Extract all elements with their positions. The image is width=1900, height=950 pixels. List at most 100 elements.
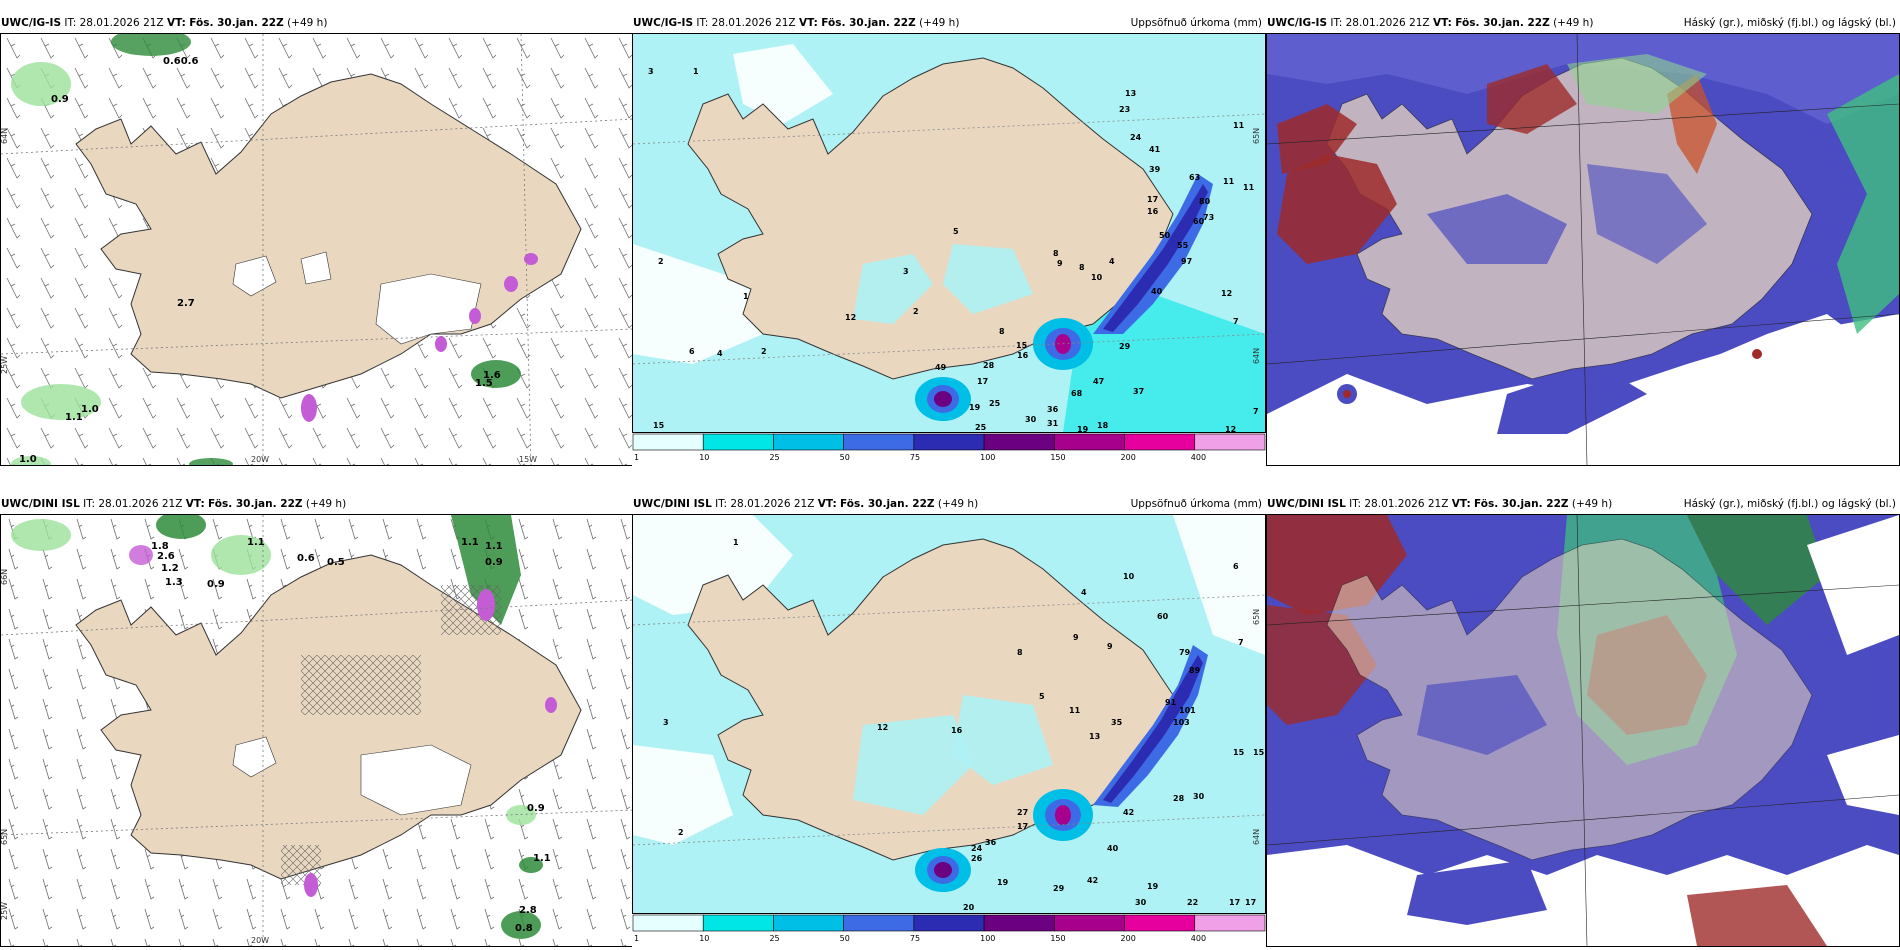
precip-value: 37	[1133, 387, 1144, 396]
wind-value: 1.6	[483, 370, 501, 381]
precip-value: 7	[1253, 407, 1259, 416]
map-dini-wind[interactable]: 20W 25W 65N 66N 0.6 0.5 0.9 1.1 1.8 2.6 …	[0, 514, 634, 947]
grid-label: 20W	[251, 936, 269, 945]
precip-value: 11	[1233, 121, 1245, 130]
precip-value: 25	[989, 399, 1001, 408]
vt-value: Fös. 30.jan. 22Z	[840, 498, 935, 510]
precip-value: 25	[975, 423, 987, 432]
colorbar-label: 50	[840, 453, 850, 462]
precip-value: 12	[1225, 425, 1236, 432]
precip-value: 7	[1233, 317, 1239, 326]
precip-value: 89	[1189, 666, 1201, 675]
colorbar-swatch	[702, 433, 774, 451]
precip-value: 11	[1069, 706, 1081, 715]
vt-value: Fös. 30.jan. 22Z	[1474, 498, 1569, 510]
panel-header: UWC/DINI ISL IT: 28.01.2026 21Z VT: Fös.…	[633, 496, 1262, 512]
wind-value: 1.2	[161, 563, 179, 574]
it-label: IT:	[1330, 17, 1343, 29]
panel-dini-wind: UWC/DINI ISL IT: 28.01.2026 21Z VT: Fös.…	[0, 495, 634, 947]
precip-value: 8	[1053, 249, 1059, 258]
precip-value: 8	[1079, 263, 1085, 272]
precip-value: 28	[1173, 794, 1185, 803]
it-value: 28.01.2026 21Z	[98, 498, 183, 510]
it-value: 28.01.2026 21Z	[79, 17, 164, 29]
wind-value: 1.1	[533, 853, 551, 864]
precip-value: 15	[1253, 748, 1265, 757]
panel-header: UWC/DINI ISL IT: 28.01.2026 21Z VT: Fös.…	[1, 496, 630, 512]
map-dini-cloud[interactable]	[1266, 514, 1900, 947]
glacier	[232, 255, 277, 297]
precip-blob	[435, 336, 447, 352]
precip-value: 40	[1151, 287, 1163, 296]
colorbar-swatch	[1054, 914, 1125, 932]
precip-value: 22	[1187, 898, 1198, 907]
precip-value: 24	[971, 844, 983, 853]
precip-core	[934, 391, 952, 407]
precip-value: 12	[845, 313, 856, 322]
precip-value: 55	[1177, 241, 1189, 250]
map-igis-precip[interactable]: 65N 64N 1 3 2 1 12 2 49 28 17 19 25 25 1…	[632, 33, 1266, 433]
colorbar-swatch	[1124, 914, 1196, 932]
map-igis-cloud[interactable]	[1266, 33, 1900, 466]
precip-value: 30	[1025, 415, 1037, 424]
lead-time: (+49 h)	[919, 17, 960, 29]
colorbar-label: 10	[699, 453, 709, 462]
colorbar-swatch	[1124, 433, 1196, 451]
precip-core	[1055, 334, 1071, 354]
it-label: IT:	[83, 498, 96, 510]
precip-value: 36	[1047, 405, 1059, 414]
precip-value: 49	[935, 363, 947, 372]
precip-value: 15	[1016, 341, 1028, 350]
precip-value: 19	[997, 878, 1009, 887]
precip-blob	[524, 253, 538, 265]
precip-value: 31	[1047, 419, 1059, 428]
high-cloud	[1487, 64, 1577, 134]
precip-value: 5	[953, 227, 959, 236]
colorbar-label: 1	[634, 934, 639, 943]
colorbar-label: 25	[769, 934, 779, 943]
colorbar-swatch	[773, 433, 844, 451]
precip-value: 15	[653, 421, 665, 430]
map-dini-precip[interactable]: 65N 64N 1 3 2 16 12 27 17 24 36 26 42 40…	[632, 514, 1266, 914]
panel-title: Háský (gr.), miðský (fj.bl.) og lágský (…	[1683, 17, 1896, 29]
precip-blob	[504, 276, 518, 292]
precip-value: 2	[658, 257, 664, 266]
wind-value: 0.6	[297, 553, 315, 564]
precip-value: 79	[1179, 648, 1191, 657]
precip-value: 4	[717, 349, 723, 358]
precip-value: 17	[1017, 822, 1028, 831]
wind-value: 0.9	[207, 579, 225, 590]
precip-value: 28	[983, 361, 995, 370]
precip-value: 101	[1179, 706, 1196, 715]
colorbar-swatch	[632, 433, 704, 451]
precip-value: 4	[1109, 257, 1115, 266]
precip-value: 73	[1203, 213, 1214, 222]
precip-value: 5	[1039, 692, 1045, 701]
precip-value: 30	[1135, 898, 1147, 907]
colorbar-label: 100	[980, 934, 995, 943]
grid-label: 65N	[1252, 609, 1261, 625]
precip-value: 10	[1123, 572, 1135, 581]
map-igis-wind[interactable]: 20W 15W 25W 64N 0.60.6 0.9 2.7 1.0 1.1 1…	[0, 33, 634, 466]
precip-value: 16	[1017, 351, 1029, 360]
precip-value: 19	[1077, 425, 1089, 432]
precip-value: 42	[1123, 808, 1134, 817]
precip-value: 97	[1181, 257, 1192, 266]
precip-value: 2	[678, 828, 684, 837]
panel-dini-precip: UWC/DINI ISL IT: 28.01.2026 21Z VT: Fös.…	[632, 495, 1266, 947]
precip-value: 19	[1147, 882, 1159, 891]
precip-value: 50	[1159, 231, 1171, 240]
precip-value: 103	[1173, 718, 1190, 727]
precip-value: 11	[1223, 177, 1235, 186]
model-name: UWC/IG-IS	[633, 17, 694, 29]
precip-value: 1	[743, 292, 749, 301]
wind-value: 1.0	[19, 454, 37, 465]
grid-label: 15W	[519, 455, 537, 464]
precip-value: 29	[1119, 342, 1131, 351]
colorbar-label: 100	[980, 453, 995, 462]
colorbar-label: 25	[769, 453, 779, 462]
colorbar-label: 75	[910, 934, 920, 943]
precip-value: 9	[1073, 633, 1079, 642]
model-name: UWC/IG-IS	[1, 17, 62, 29]
lead-time: (+49 h)	[1553, 17, 1594, 29]
